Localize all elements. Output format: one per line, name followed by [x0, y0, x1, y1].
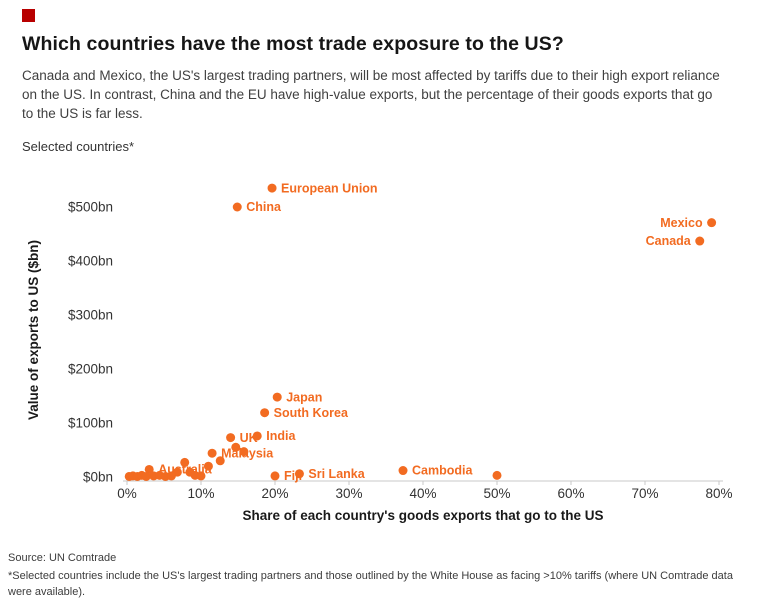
x-tick-label: 50%	[483, 486, 510, 501]
chart-footer: Source: UN Comtrade *Selected countries …	[8, 551, 743, 600]
data-point	[166, 471, 176, 481]
x-tick-label: 20%	[261, 486, 288, 501]
data-point	[398, 466, 408, 476]
y-tick-label: $200bn	[68, 362, 113, 377]
point-label: Canada	[646, 234, 692, 248]
y-tick-label: $400bn	[68, 254, 113, 269]
x-tick-label: 70%	[631, 486, 658, 501]
point-label: India	[266, 429, 296, 443]
data-point	[270, 471, 280, 481]
data-point	[203, 461, 213, 471]
point-label: European Union	[281, 181, 378, 195]
point-label: South Korea	[274, 406, 349, 420]
x-tick-label: 0%	[117, 486, 137, 501]
data-point	[231, 442, 241, 452]
x-axis-title: Share of each country's goods exports th…	[242, 508, 603, 523]
data-point	[196, 471, 206, 481]
page-title: Which countries have the most trade expo…	[22, 33, 564, 55]
point-label: China	[246, 200, 282, 214]
y-tick-label: $100bn	[68, 416, 113, 431]
data-point	[239, 447, 249, 457]
data-point	[267, 183, 277, 193]
data-point	[492, 470, 502, 480]
data-point	[215, 456, 225, 466]
footnote-text: *Selected countries include the US's lar…	[8, 570, 733, 598]
point-label: Cambodia	[412, 464, 473, 478]
point-label: Japan	[286, 390, 322, 404]
x-tick-label: 30%	[335, 486, 362, 501]
y-tick-label: $500bn	[68, 200, 113, 215]
data-point	[180, 457, 190, 467]
y-tick-label: $300bn	[68, 308, 113, 323]
data-point	[294, 469, 304, 479]
data-point	[260, 408, 270, 418]
brand-logo	[22, 9, 35, 22]
y-axis-title: Value of exports to US ($bn)	[26, 240, 41, 420]
point-label: Mexico	[660, 216, 703, 230]
x-tick-label: 60%	[557, 486, 584, 501]
data-point	[226, 433, 236, 443]
data-point	[232, 202, 242, 212]
source-text: Source: UN Comtrade	[8, 552, 117, 564]
page-subtitle: Canada and Mexico, the US's largest trad…	[22, 68, 720, 122]
data-point	[144, 464, 154, 474]
point-label: Sri Lanka	[308, 467, 365, 481]
data-point	[141, 471, 151, 481]
x-tick-label: 10%	[187, 486, 214, 501]
chart-caption: Selected countries*	[22, 139, 135, 154]
data-point	[695, 236, 705, 246]
point-label: UK	[240, 431, 258, 445]
data-point	[707, 218, 717, 228]
data-point	[207, 448, 217, 458]
y-tick-label: $0bn	[83, 470, 113, 485]
x-tick-label: 40%	[409, 486, 436, 501]
x-tick-label: 80%	[705, 486, 732, 501]
scatter-chart: Share of each country's goods exports th…	[26, 181, 733, 523]
data-point	[272, 392, 282, 402]
data-point	[252, 431, 262, 441]
